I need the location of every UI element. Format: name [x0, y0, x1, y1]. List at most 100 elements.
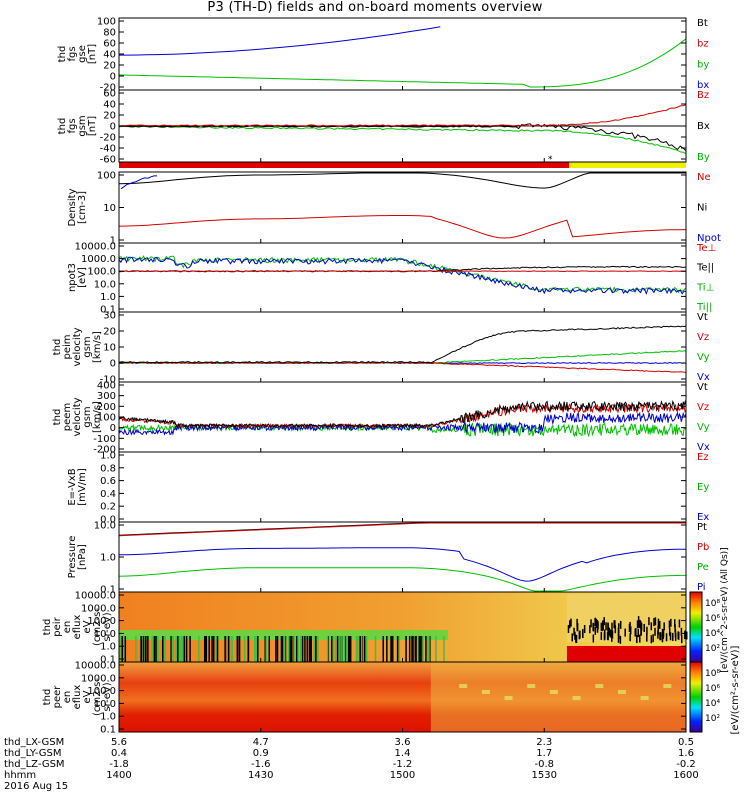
spectrogram-ion-stripe — [391, 636, 394, 662]
spectrogram-ion-noise — [624, 628, 626, 637]
spectrogram-electron-patch — [663, 684, 672, 688]
spectrogram-ion-stripe — [341, 636, 343, 662]
spectrogram-ion-stripe — [280, 636, 283, 662]
spectrogram-ion-stripe — [365, 636, 368, 662]
series-Ni — [118, 172, 686, 189]
spectrogram-ion-stripe — [421, 636, 423, 662]
spectrogram-ion-noise — [618, 623, 620, 632]
colorbar-tick-label: 10⁴ — [705, 699, 720, 709]
spectrogram-ion-stripe — [215, 636, 217, 662]
spectrogram-ion-stripe — [185, 636, 188, 662]
spectrogram-ion-noise — [573, 627, 575, 636]
spectrogram-ion-stripe — [142, 636, 145, 662]
x-tick-label: -0.8 — [534, 759, 554, 770]
spectrogram-ion-stripe — [147, 636, 149, 662]
mode-bar-red — [119, 162, 569, 168]
spectrogram-ion-noise — [637, 620, 640, 629]
y-tick-label: 1.0 — [100, 451, 116, 462]
y-axis-label: [km/s] — [92, 401, 103, 433]
y-axis-label: eV — [82, 690, 93, 703]
y-tick-label: 10.0 — [94, 629, 116, 640]
y-axis-label: [km/s] — [92, 331, 103, 363]
spectrogram-ion-noise — [674, 632, 677, 641]
spectrogram-ion-noise — [569, 620, 571, 629]
spectrogram-electron-patch — [459, 684, 468, 688]
spectrogram-ion-noise — [611, 622, 613, 631]
y-tick-label: 1.0 — [100, 712, 116, 723]
spectrogram-electron-patch — [504, 696, 513, 700]
colorbar-label: [eV/(cm²-s-sr-eV)] — [730, 645, 741, 734]
legend-entry: Npot — [697, 233, 721, 244]
spectrogram-ion-stripe — [405, 636, 407, 662]
spectrogram-ion-stripe — [255, 636, 257, 662]
x-tick-label: 0.5 — [678, 737, 694, 748]
y-tick-label: 20 — [103, 61, 116, 72]
spectrogram-ion-noise — [636, 620, 639, 629]
x-tick-label: -0.2 — [676, 759, 696, 770]
x-tick-label: 0.4 — [111, 748, 127, 759]
y-axis-label: gse — [77, 45, 88, 63]
y-tick-label: 1 — [110, 236, 116, 247]
spectrogram-ion-stripe — [224, 636, 226, 662]
y-tick-label: -20 — [100, 133, 116, 144]
legend-entry: Vz — [697, 402, 709, 413]
x-tick-label: 1.7 — [536, 748, 552, 759]
spectrogram-ion-noise — [648, 617, 650, 626]
y-tick-label: 0.1 — [100, 655, 116, 666]
spectrogram-ion-stripe — [332, 636, 334, 662]
y-tick-label: 300 — [97, 391, 116, 402]
spectrogram-ion-stripe — [414, 636, 417, 662]
spectrogram-ion-stripe — [295, 636, 298, 662]
legend-entry: bx — [697, 80, 709, 91]
spectrogram-ion-stripe — [443, 636, 445, 662]
spectrogram-ion-stripe — [326, 636, 329, 662]
x-tick-label: 2.3 — [536, 737, 552, 748]
spectrogram-ion-stripe — [204, 636, 207, 662]
spectrogram-ion-noise — [635, 628, 637, 637]
y-tick-label: 10.0 — [94, 279, 116, 290]
series-Te-perp — [119, 270, 687, 273]
legend-entry: Ey — [697, 482, 709, 493]
spectrogram-ion-stripe — [264, 636, 266, 662]
spectrogram-ion-noise — [610, 630, 613, 639]
spectrogram-ion-stripe — [360, 636, 363, 662]
spectrogram-ion-stripe — [364, 636, 367, 662]
spectrogram-ion-noise — [670, 618, 672, 627]
y-tick-label: 0.8 — [100, 463, 116, 474]
spectrogram-ion-stripe — [275, 636, 277, 662]
spectrogram-ion-stripe — [418, 636, 421, 662]
spectrogram-ion-stripe — [293, 636, 295, 662]
spectrogram-ion-stripe — [300, 636, 302, 662]
legend-entry: Vy — [697, 352, 710, 363]
spectrogram-ion-noise — [650, 635, 653, 644]
y-axis-label: (cm2-s- — [92, 608, 103, 646]
spectrogram-ion-stripe — [216, 636, 219, 662]
spectrogram-ion-noise — [581, 629, 584, 638]
y-axis-label: peir — [52, 616, 63, 636]
x-tick-label: 1600 — [673, 770, 698, 781]
y-tick-label: -20 — [100, 83, 116, 94]
y-axis-label: gsm — [77, 115, 88, 136]
legend-entry: Ez — [697, 452, 709, 463]
y-axis-label: fgs — [67, 46, 78, 61]
y-axis-label: eflux — [72, 615, 83, 640]
spectrogram-ion-stripe — [284, 636, 287, 662]
legend-entry: By — [697, 152, 710, 163]
y-axis-label: thd — [52, 339, 63, 356]
spectrogram-ion-stripe — [428, 636, 430, 662]
spectrogram-ion-stripe — [203, 636, 206, 662]
spectrogram-ion-stripe — [212, 636, 215, 662]
spectrogram-electron-patch — [617, 690, 626, 694]
panel-frame — [118, 381, 687, 453]
spectrogram-ion-stripe — [208, 636, 210, 662]
spectrogram-ion-stripe — [157, 636, 159, 662]
x-row-label: hhmm — [4, 770, 36, 781]
spectrogram-ion-noise — [589, 625, 591, 634]
y-tick-label: 0 — [110, 359, 116, 370]
y-axis-label: thd — [42, 619, 53, 636]
y-axis-label: [mV/m] — [77, 468, 88, 506]
spectrogram-ion-noise — [603, 629, 606, 638]
spectrogram-ion-stripe — [336, 636, 339, 662]
spectrogram-ion-stripe — [290, 636, 293, 662]
spectrogram-ion-stripe — [283, 636, 286, 662]
